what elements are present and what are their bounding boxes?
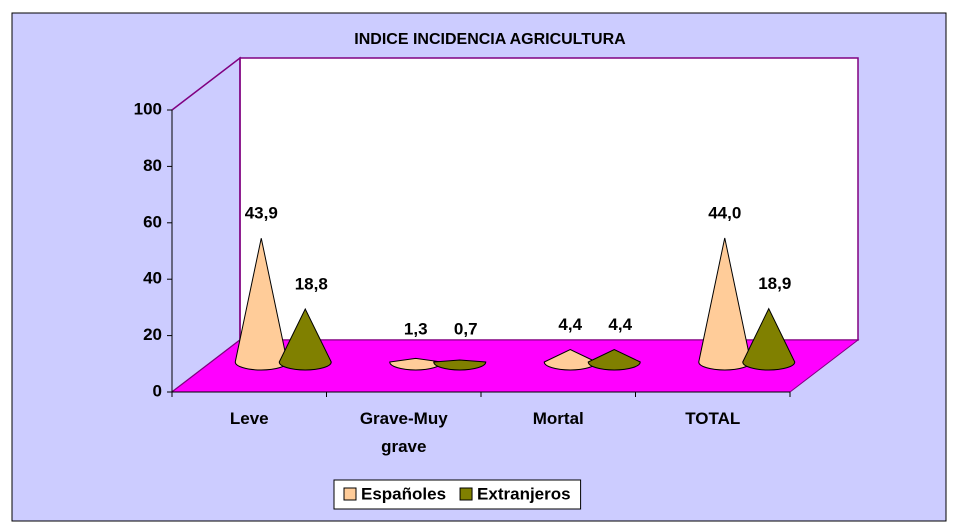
y-tick-label: 40 (143, 269, 162, 288)
y-tick-label: 20 (143, 325, 162, 344)
legend-label: Extranjeros (477, 484, 571, 503)
legend-label: Españoles (361, 484, 446, 503)
data-label: 4,4 (558, 315, 582, 334)
back-wall (239, 57, 859, 341)
y-tick-label: 100 (134, 99, 162, 118)
cone (433, 359, 487, 371)
data-label: 18,8 (295, 274, 328, 293)
x-tick-label: TOTAL (685, 409, 740, 428)
data-label: 1,3 (404, 319, 428, 338)
data-label: 4,4 (608, 315, 632, 334)
legend-swatch (343, 487, 357, 501)
data-label: 44,0 (708, 203, 741, 222)
cone (742, 307, 796, 371)
y-tick-label: 80 (143, 156, 162, 175)
y-tick-label: 60 (143, 212, 162, 231)
x-tick-label: Leve (230, 409, 269, 428)
cone (278, 307, 332, 371)
x-tick-label: Grave-Muy grave (360, 409, 448, 456)
data-label: 0,7 (454, 319, 478, 338)
x-tick-label: Mortal (533, 409, 584, 428)
legend-box (333, 479, 582, 510)
cone (587, 349, 641, 371)
chart-title: INDICE INCIDENCIA AGRICULTURA (354, 31, 626, 48)
data-label: 18,9 (758, 274, 791, 293)
y-tick-label: 0 (153, 381, 162, 400)
data-label: 43,9 (245, 204, 278, 223)
legend-swatch (459, 487, 473, 501)
